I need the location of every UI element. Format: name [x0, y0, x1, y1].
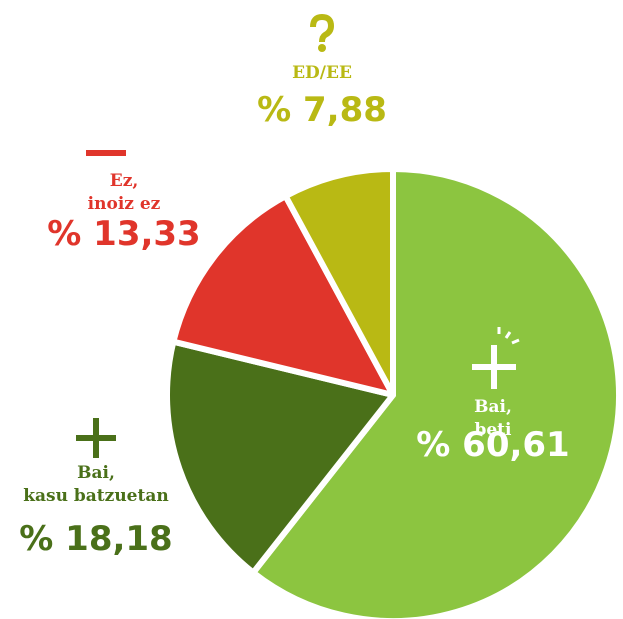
slice — [282, 166, 396, 398]
plus-icon — [472, 345, 516, 389]
icons — [76, 13, 520, 458]
slice-label: Bai, kasu batzuetan — [23, 463, 168, 506]
slices — [164, 166, 622, 619]
spark-icon — [497, 327, 520, 345]
value-label: % 60,61 — [416, 425, 569, 465]
slice — [164, 338, 396, 576]
question-icon — [310, 13, 335, 43]
slice-label: ED/EE — [292, 63, 352, 83]
question-dot — [318, 44, 326, 52]
slice-label: Ez, inoiz ez — [88, 171, 161, 214]
plus-icon — [76, 418, 116, 458]
slice — [250, 166, 622, 619]
slice — [170, 193, 396, 398]
value-label: % 18,18 — [19, 519, 172, 559]
value-label: % 7,88 — [257, 90, 387, 130]
value-label: % 13,33 — [47, 214, 200, 254]
slice-label: Bai, beti — [474, 397, 512, 440]
